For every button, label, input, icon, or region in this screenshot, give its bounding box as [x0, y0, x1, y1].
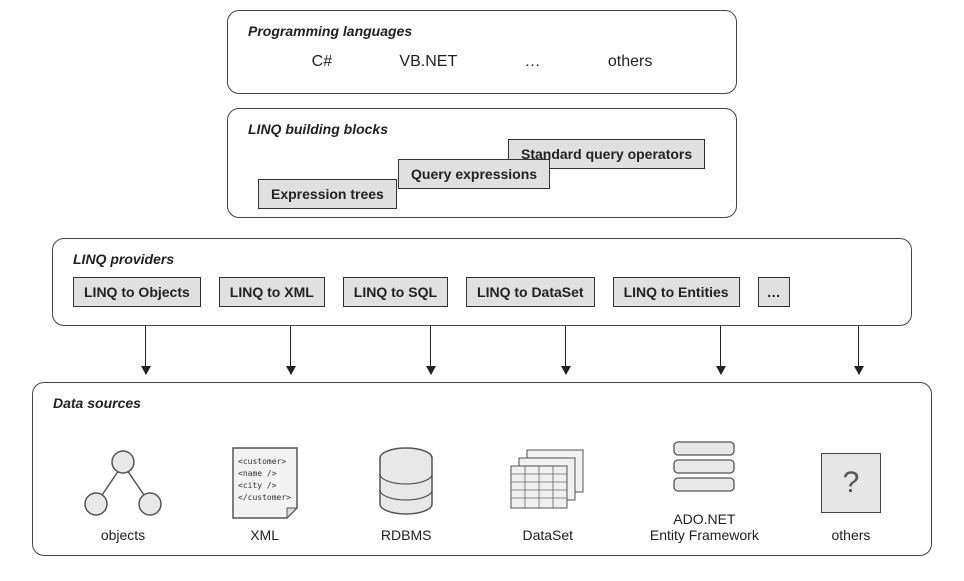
ds-label: others [832, 527, 871, 543]
lang-item: C# [312, 53, 332, 71]
languages-title: Programming languages [248, 23, 716, 39]
lang-item: others [608, 53, 652, 71]
building-blocks-panel: LINQ building blocks Standard query oper… [227, 108, 737, 218]
svg-text:<city />: <city /> [238, 481, 277, 490]
providers-panel: LINQ providers LINQ to Objects LINQ to X… [52, 238, 912, 326]
ds-dataset: DataSet [488, 443, 608, 543]
arrow-icon [145, 326, 146, 374]
dataset-icon [503, 443, 593, 523]
xml-icon: <customer> <name /> <city /> </customer> [225, 443, 305, 523]
data-sources-panel: Data sources objects <customer> [32, 382, 932, 556]
arrow-icon [565, 326, 566, 374]
provider-sql: LINQ to SQL [343, 277, 448, 307]
svg-text:<customer>: <customer> [238, 457, 286, 466]
ds-xml: <customer> <name /> <city /> </customer>… [205, 443, 325, 543]
svg-text:</customer>: </customer> [238, 493, 291, 502]
ds-others: ? others [801, 443, 901, 543]
lang-item: … [525, 53, 541, 71]
arrow-icon [290, 326, 291, 374]
lang-item: VB.NET [399, 53, 457, 71]
question-icon: ? [821, 443, 881, 523]
block-query-expressions: Query expressions [398, 159, 550, 189]
building-blocks-title: LINQ building blocks [248, 121, 716, 137]
objects-icon [78, 443, 168, 523]
arrow-icon [430, 326, 431, 374]
provider-dataset: LINQ to DataSet [466, 277, 595, 307]
languages-row: C# VB.NET … others [248, 49, 716, 75]
data-sources-title: Data sources [53, 395, 911, 411]
providers-row: LINQ to Objects LINQ to XML LINQ to SQL … [73, 277, 891, 307]
arrow-icon [858, 326, 859, 374]
database-icon [371, 443, 441, 523]
providers-title: LINQ providers [73, 251, 891, 267]
ds-rdbms: RDBMS [346, 443, 466, 543]
ds-objects: objects [63, 443, 183, 543]
ds-label: DataSet [522, 527, 573, 543]
arrows-area [30, 326, 934, 382]
ds-entity-framework: ADO.NET Entity Framework [629, 427, 779, 543]
ds-label: XML [250, 527, 279, 543]
provider-entities: LINQ to Entities [613, 277, 740, 307]
languages-panel: Programming languages C# VB.NET … others [227, 10, 737, 94]
entity-framework-icon [664, 427, 744, 507]
ds-label: ADO.NET Entity Framework [650, 511, 759, 543]
arrow-icon [720, 326, 721, 374]
provider-xml: LINQ to XML [219, 277, 325, 307]
data-sources-row: objects <customer> <name /> <city /> </c… [53, 421, 911, 543]
provider-objects: LINQ to Objects [73, 277, 201, 307]
ds-label: RDBMS [381, 527, 432, 543]
svg-text:<name />: <name /> [238, 469, 277, 478]
block-expression-trees: Expression trees [258, 179, 397, 209]
ds-label: objects [101, 527, 145, 543]
provider-more: … [758, 277, 790, 307]
